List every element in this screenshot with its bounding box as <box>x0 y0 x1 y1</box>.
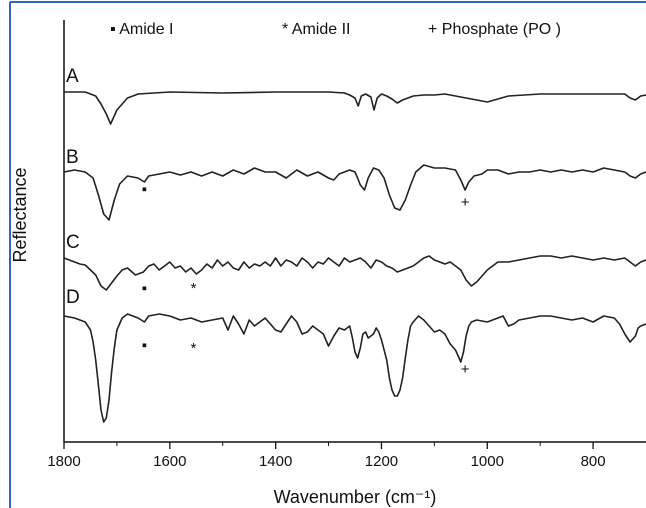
x-tick-label: 1800 <box>47 453 80 470</box>
legend-entry: * Amide II <box>282 21 350 38</box>
x-tick-label: 1200 <box>365 453 398 470</box>
peak-marker: ▪ <box>142 337 147 354</box>
legend: ▪ Amide I * Amide II + Phosphate (PO ) <box>110 21 561 38</box>
series-labels: A B C D <box>66 66 80 308</box>
peak-marker: ▪ <box>142 280 147 297</box>
legend-entry: + Phosphate (PO ) <box>428 21 561 38</box>
x-tick-label: 1600 <box>153 453 186 470</box>
series-label-a: A <box>66 66 79 87</box>
axes: 1800 1600 1400 1200 1000 800 Wavenumber (cm⁻¹)… <box>10 20 646 507</box>
peak-marker: + <box>461 194 470 211</box>
series-label-b: B <box>66 147 79 168</box>
spectrum-line-b <box>63 164 646 221</box>
spectrum-line-d <box>63 313 646 423</box>
x-tick-label: 1000 <box>471 453 504 470</box>
x-tick-label: 800 <box>581 453 606 470</box>
peak-marker: * <box>191 340 197 357</box>
legend-entry: ▪ Amide I <box>110 21 173 38</box>
peak-markers: ▪ + ▪ * ▪ * + <box>142 181 470 378</box>
x-axis-label: Wavenumber (cm⁻¹) <box>274 487 437 507</box>
spectrum-line-a <box>64 91 646 125</box>
series-label-d: D <box>66 287 80 308</box>
peak-marker: + <box>461 361 470 378</box>
peak-marker: ▪ <box>142 181 147 198</box>
peak-marker: * <box>191 280 197 297</box>
spectrum-line-c <box>63 255 646 291</box>
spectra-lines <box>63 91 646 423</box>
series-label-c: C <box>66 232 80 253</box>
y-axis-label: Reflectance <box>10 167 30 262</box>
x-tick-label: 1400 <box>259 453 292 470</box>
